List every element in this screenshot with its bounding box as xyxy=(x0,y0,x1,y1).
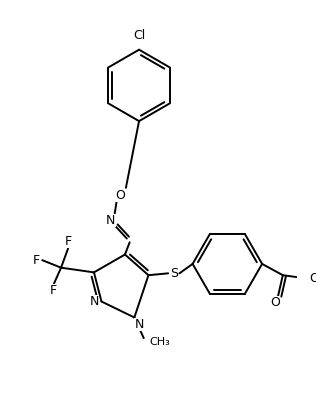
Text: O: O xyxy=(270,296,280,309)
Text: F: F xyxy=(50,284,57,297)
Text: F: F xyxy=(33,254,40,267)
Text: CH₃: CH₃ xyxy=(149,337,170,347)
Text: S: S xyxy=(170,267,178,280)
Text: O: O xyxy=(115,189,125,202)
Text: N: N xyxy=(106,214,116,227)
Text: F: F xyxy=(65,235,72,248)
Text: O: O xyxy=(309,271,316,285)
Text: N: N xyxy=(134,318,144,332)
Text: N: N xyxy=(89,295,99,308)
Text: Cl: Cl xyxy=(133,29,145,42)
